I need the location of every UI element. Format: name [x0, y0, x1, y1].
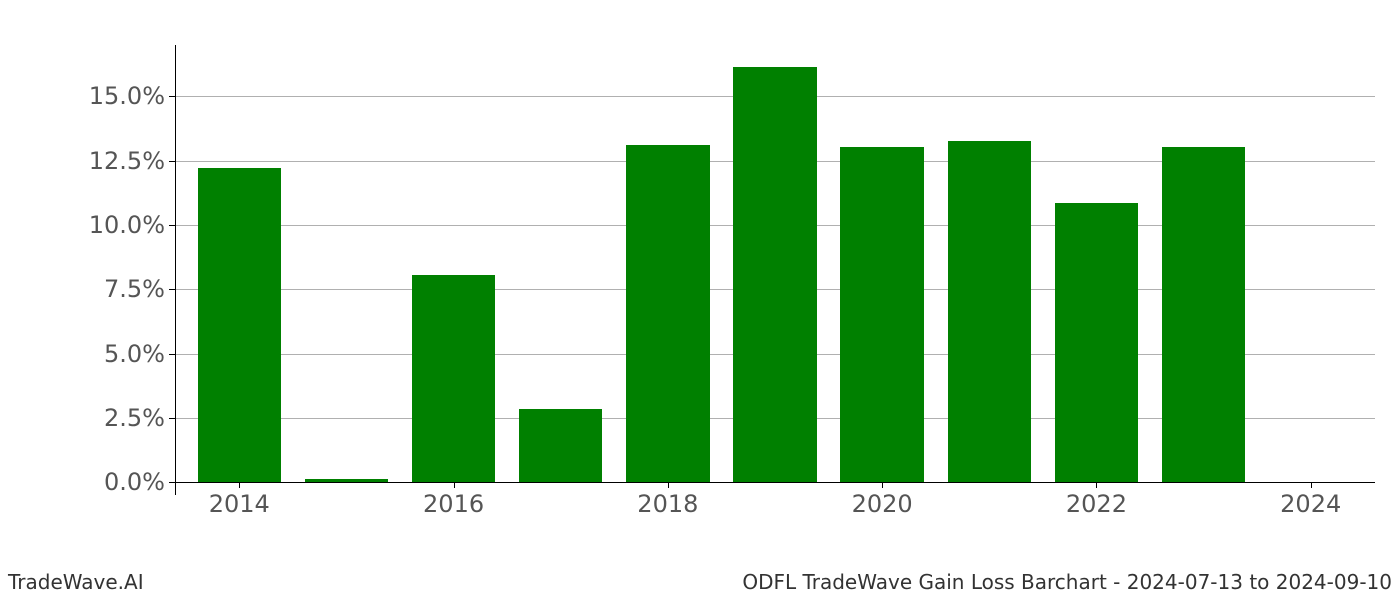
ytick-label: 15.0%	[89, 82, 175, 110]
bar	[1055, 203, 1139, 482]
bar	[198, 168, 282, 482]
y-axis-line	[175, 45, 176, 495]
ytick-label: 12.5%	[89, 147, 175, 175]
bar	[519, 409, 603, 482]
x-axis-line	[175, 482, 1375, 483]
bar	[1162, 147, 1246, 483]
xtick-label: 2022	[1066, 482, 1127, 518]
figure: 0.0% 2.5% 5.0% 7.5% 10.0% 12.5% 15.0% 2014 2016 2…	[0, 0, 1400, 600]
bar	[626, 145, 710, 482]
bar	[412, 275, 496, 482]
ytick-label: 10.0%	[89, 211, 175, 239]
xtick-label: 2020	[852, 482, 913, 518]
footer-right-text: ODFL TradeWave Gain Loss Barchart - 2024…	[742, 570, 1392, 594]
bar	[948, 141, 1032, 482]
ytick-label: 5.0%	[104, 340, 175, 368]
bar	[733, 67, 817, 482]
xtick-label: 2016	[423, 482, 484, 518]
xtick-label: 2024	[1280, 482, 1341, 518]
ytick-label: 7.5%	[104, 275, 175, 303]
ytick-label: 2.5%	[104, 404, 175, 432]
xtick-label: 2018	[637, 482, 698, 518]
bar	[840, 147, 924, 483]
plot-area: 0.0%2.5%5.0%7.5%10.0%12.5%15.0%201420162…	[175, 45, 1375, 495]
xtick-label: 2014	[209, 482, 270, 518]
footer-left-text: TradeWave.AI	[8, 570, 144, 594]
ytick-label: 0.0%	[104, 468, 175, 496]
